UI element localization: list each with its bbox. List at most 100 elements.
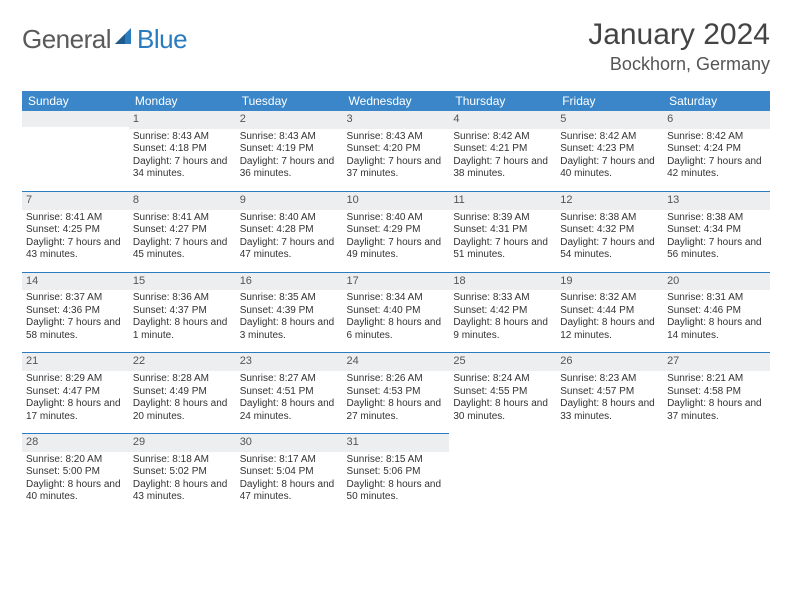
cell-body: Sunrise: 8:38 AMSunset: 4:34 PMDaylight:… — [663, 210, 770, 272]
sunset-text: Sunset: 4:32 PM — [560, 224, 659, 237]
day-number: 15 — [129, 273, 236, 291]
daylight-text: Daylight: 8 hours and 3 minutes. — [240, 317, 339, 342]
calendar-cell: 14Sunrise: 8:37 AMSunset: 4:36 PMDayligh… — [22, 272, 129, 353]
sunset-text: Sunset: 4:57 PM — [560, 386, 659, 399]
weekday-header-row: Sunday Monday Tuesday Wednesday Thursday… — [22, 91, 770, 111]
cell-body: Sunrise: 8:18 AMSunset: 5:02 PMDaylight:… — [129, 452, 236, 514]
sunset-text: Sunset: 4:21 PM — [453, 143, 552, 156]
sunrise-text: Sunrise: 8:17 AM — [240, 454, 339, 467]
sunrise-text: Sunrise: 8:42 AM — [667, 131, 766, 144]
daylight-text: Daylight: 8 hours and 14 minutes. — [667, 317, 766, 342]
daylight-text: Daylight: 7 hours and 58 minutes. — [26, 317, 125, 342]
sunrise-text: Sunrise: 8:26 AM — [347, 373, 446, 386]
sunrise-text: Sunrise: 8:15 AM — [347, 454, 446, 467]
sunrise-text: Sunrise: 8:42 AM — [560, 131, 659, 144]
day-number: 29 — [129, 434, 236, 452]
daylight-text: Daylight: 7 hours and 51 minutes. — [453, 237, 552, 262]
sunset-text: Sunset: 4:46 PM — [667, 305, 766, 318]
calendar-row: 1Sunrise: 8:43 AMSunset: 4:18 PMDaylight… — [22, 111, 770, 191]
calendar-cell: 6Sunrise: 8:42 AMSunset: 4:24 PMDaylight… — [663, 111, 770, 191]
sunset-text: Sunset: 4:25 PM — [26, 224, 125, 237]
daylight-text: Daylight: 8 hours and 12 minutes. — [560, 317, 659, 342]
calendar-cell: 1Sunrise: 8:43 AMSunset: 4:18 PMDaylight… — [129, 111, 236, 191]
day-number: 14 — [22, 273, 129, 291]
calendar-cell: 11Sunrise: 8:39 AMSunset: 4:31 PMDayligh… — [449, 191, 556, 272]
daylight-text: Daylight: 7 hours and 47 minutes. — [240, 237, 339, 262]
calendar-cell: 13Sunrise: 8:38 AMSunset: 4:34 PMDayligh… — [663, 191, 770, 272]
calendar-cell: 29Sunrise: 8:18 AMSunset: 5:02 PMDayligh… — [129, 434, 236, 514]
cell-body: Sunrise: 8:23 AMSunset: 4:57 PMDaylight:… — [556, 371, 663, 433]
calendar-cell: 21Sunrise: 8:29 AMSunset: 4:47 PMDayligh… — [22, 353, 129, 434]
cell-body: Sunrise: 8:38 AMSunset: 4:32 PMDaylight:… — [556, 210, 663, 272]
cell-body: Sunrise: 8:42 AMSunset: 4:23 PMDaylight:… — [556, 129, 663, 191]
calendar-cell — [663, 434, 770, 514]
day-number: 2 — [236, 111, 343, 129]
sunset-text: Sunset: 4:39 PM — [240, 305, 339, 318]
daylight-text: Daylight: 8 hours and 17 minutes. — [26, 398, 125, 423]
cell-body: Sunrise: 8:42 AMSunset: 4:24 PMDaylight:… — [663, 129, 770, 191]
day-number: 4 — [449, 111, 556, 129]
daylight-text: Daylight: 7 hours and 54 minutes. — [560, 237, 659, 262]
calendar-cell: 15Sunrise: 8:36 AMSunset: 4:37 PMDayligh… — [129, 272, 236, 353]
daylight-text: Daylight: 7 hours and 34 minutes. — [133, 156, 232, 181]
day-number: 13 — [663, 192, 770, 210]
sunset-text: Sunset: 5:02 PM — [133, 466, 232, 479]
daylight-text: Daylight: 7 hours and 42 minutes. — [667, 156, 766, 181]
calendar-cell: 10Sunrise: 8:40 AMSunset: 4:29 PMDayligh… — [343, 191, 450, 272]
sunrise-text: Sunrise: 8:29 AM — [26, 373, 125, 386]
sunset-text: Sunset: 4:44 PM — [560, 305, 659, 318]
cell-body: Sunrise: 8:32 AMSunset: 4:44 PMDaylight:… — [556, 290, 663, 352]
calendar-cell: 3Sunrise: 8:43 AMSunset: 4:20 PMDaylight… — [343, 111, 450, 191]
day-number: 12 — [556, 192, 663, 210]
day-number: 28 — [22, 434, 129, 452]
calendar-cell: 31Sunrise: 8:15 AMSunset: 5:06 PMDayligh… — [343, 434, 450, 514]
header: General Blue January 2024 Bockhorn, Germ… — [22, 18, 770, 75]
sunrise-text: Sunrise: 8:32 AM — [560, 292, 659, 305]
day-number: 25 — [449, 353, 556, 371]
daylight-text: Daylight: 7 hours and 43 minutes. — [26, 237, 125, 262]
calendar-cell: 5Sunrise: 8:42 AMSunset: 4:23 PMDaylight… — [556, 111, 663, 191]
day-number: 9 — [236, 192, 343, 210]
cell-body: Sunrise: 8:41 AMSunset: 4:25 PMDaylight:… — [22, 210, 129, 272]
sunset-text: Sunset: 4:24 PM — [667, 143, 766, 156]
day-number: 23 — [236, 353, 343, 371]
calendar-table: Sunday Monday Tuesday Wednesday Thursday… — [22, 91, 770, 514]
sunset-text: Sunset: 4:47 PM — [26, 386, 125, 399]
month-title: January 2024 — [588, 18, 770, 52]
daylight-text: Daylight: 8 hours and 50 minutes. — [347, 479, 446, 504]
sunrise-text: Sunrise: 8:20 AM — [26, 454, 125, 467]
day-number: 27 — [663, 353, 770, 371]
day-number: 18 — [449, 273, 556, 291]
weekday-header: Saturday — [663, 91, 770, 111]
daylight-text: Daylight: 7 hours and 40 minutes. — [560, 156, 659, 181]
day-number: 21 — [22, 353, 129, 371]
weekday-header: Sunday — [22, 91, 129, 111]
daylight-text: Daylight: 8 hours and 43 minutes. — [133, 479, 232, 504]
cell-body: Sunrise: 8:29 AMSunset: 4:47 PMDaylight:… — [22, 371, 129, 433]
sunrise-text: Sunrise: 8:39 AM — [453, 212, 552, 225]
calendar-cell — [556, 434, 663, 514]
daylight-text: Daylight: 8 hours and 9 minutes. — [453, 317, 552, 342]
calendar-cell: 27Sunrise: 8:21 AMSunset: 4:58 PMDayligh… — [663, 353, 770, 434]
daylight-text: Daylight: 8 hours and 24 minutes. — [240, 398, 339, 423]
sunset-text: Sunset: 4:49 PM — [133, 386, 232, 399]
sunrise-text: Sunrise: 8:43 AM — [347, 131, 446, 144]
calendar-cell: 26Sunrise: 8:23 AMSunset: 4:57 PMDayligh… — [556, 353, 663, 434]
calendar-cell: 23Sunrise: 8:27 AMSunset: 4:51 PMDayligh… — [236, 353, 343, 434]
sunset-text: Sunset: 4:36 PM — [26, 305, 125, 318]
cell-body: Sunrise: 8:17 AMSunset: 5:04 PMDaylight:… — [236, 452, 343, 514]
sunrise-text: Sunrise: 8:38 AM — [667, 212, 766, 225]
sunrise-text: Sunrise: 8:41 AM — [26, 212, 125, 225]
cell-body: Sunrise: 8:43 AMSunset: 4:19 PMDaylight:… — [236, 129, 343, 191]
calendar-row: 7Sunrise: 8:41 AMSunset: 4:25 PMDaylight… — [22, 191, 770, 272]
calendar-cell: 7Sunrise: 8:41 AMSunset: 4:25 PMDaylight… — [22, 191, 129, 272]
calendar-cell: 18Sunrise: 8:33 AMSunset: 4:42 PMDayligh… — [449, 272, 556, 353]
sunset-text: Sunset: 4:53 PM — [347, 386, 446, 399]
logo-text-general: General — [22, 24, 111, 55]
sunrise-text: Sunrise: 8:35 AM — [240, 292, 339, 305]
daylight-text: Daylight: 8 hours and 1 minute. — [133, 317, 232, 342]
daylight-text: Daylight: 7 hours and 49 minutes. — [347, 237, 446, 262]
cell-body: Sunrise: 8:34 AMSunset: 4:40 PMDaylight:… — [343, 290, 450, 352]
daylight-text: Daylight: 8 hours and 40 minutes. — [26, 479, 125, 504]
day-number: 8 — [129, 192, 236, 210]
